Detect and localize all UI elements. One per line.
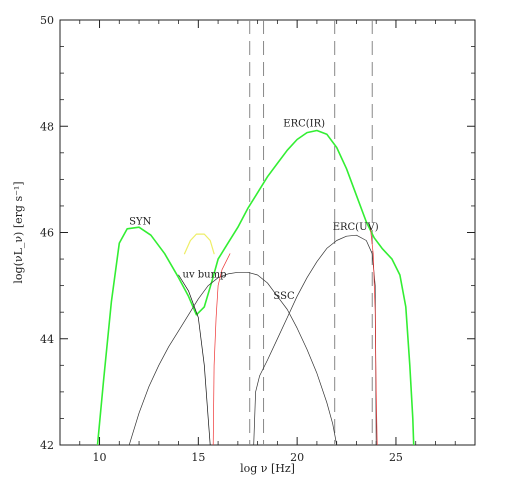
annotation-label: SSC [273, 291, 295, 302]
annotation-label: ERC(UV) [333, 222, 379, 233]
annotation-label: SYN [129, 217, 151, 228]
series-line [369, 226, 378, 445]
x-tick-label: 10 [93, 451, 107, 464]
series-line [178, 274, 211, 445]
series-line [253, 234, 377, 445]
y-tick-label: 48 [40, 120, 54, 133]
annotation-label: uv bump [183, 270, 227, 281]
x-tick-label: 20 [290, 451, 304, 464]
series-line [96, 129, 415, 445]
y-tick-label: 50 [40, 14, 54, 27]
y-tick-label: 46 [40, 227, 54, 240]
series-line [128, 271, 338, 445]
y-axis-title: log(νL_ν) [erg s⁻¹] [12, 181, 25, 283]
series-line [212, 253, 231, 445]
annotation-label: ERC(IR) [283, 118, 325, 129]
x-tick-label: 15 [191, 451, 205, 464]
x-tick-label: 25 [389, 451, 403, 464]
x-axis-title: log ν [Hz] [240, 462, 295, 475]
y-tick-label: 44 [40, 333, 54, 346]
plot-frame [59, 19, 476, 446]
ticks-group: 10 15 20 25 42 44 46 48 50 [40, 14, 476, 464]
series-group [96, 129, 415, 445]
series-line [183, 233, 215, 255]
y-tick-label: 42 [40, 439, 54, 452]
annotations-group: SYN uv bump SSC ERC(IR) ERC(UV) [129, 118, 379, 302]
